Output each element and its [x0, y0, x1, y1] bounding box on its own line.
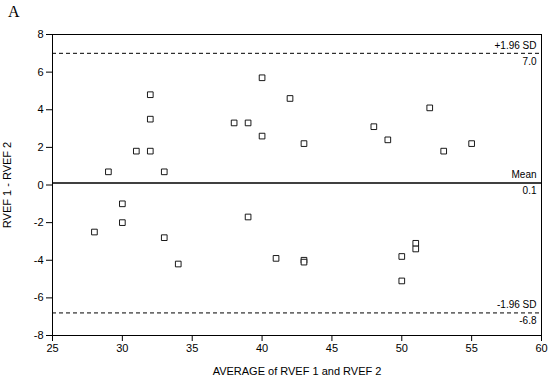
svg-text:-6: -6	[34, 291, 44, 303]
svg-text:25: 25	[46, 342, 58, 354]
svg-text:60: 60	[535, 342, 547, 354]
svg-text:7.0: 7.0	[523, 56, 537, 67]
svg-text:55: 55	[466, 342, 478, 354]
svg-text:RVEF 1 - RVEF 2: RVEF 1 - RVEF 2	[1, 142, 13, 228]
svg-text:-2: -2	[34, 216, 44, 228]
svg-text:4: 4	[37, 103, 43, 115]
svg-text:AVERAGE of RVEF 1 and RVEF 2: AVERAGE of RVEF 1 and RVEF 2	[213, 365, 382, 377]
svg-text:2: 2	[37, 141, 43, 153]
svg-text:-8: -8	[34, 329, 44, 341]
svg-text:-4: -4	[34, 254, 44, 266]
svg-text:0: 0	[37, 179, 43, 191]
svg-text:Mean: Mean	[511, 169, 536, 180]
svg-text:6: 6	[37, 66, 43, 78]
svg-text:-1.96 SD: -1.96 SD	[497, 299, 536, 310]
svg-text:30: 30	[116, 342, 128, 354]
svg-text:-6.8: -6.8	[519, 315, 537, 326]
svg-text:50: 50	[396, 342, 408, 354]
svg-text:35: 35	[186, 342, 198, 354]
html-text:A: A	[8, 3, 20, 20]
svg-text:0.1: 0.1	[523, 185, 537, 196]
svg-text:40: 40	[256, 342, 268, 354]
svg-text:8: 8	[37, 28, 43, 40]
svg-text:+1.96 SD: +1.96 SD	[495, 40, 537, 51]
svg-text:45: 45	[326, 342, 338, 354]
